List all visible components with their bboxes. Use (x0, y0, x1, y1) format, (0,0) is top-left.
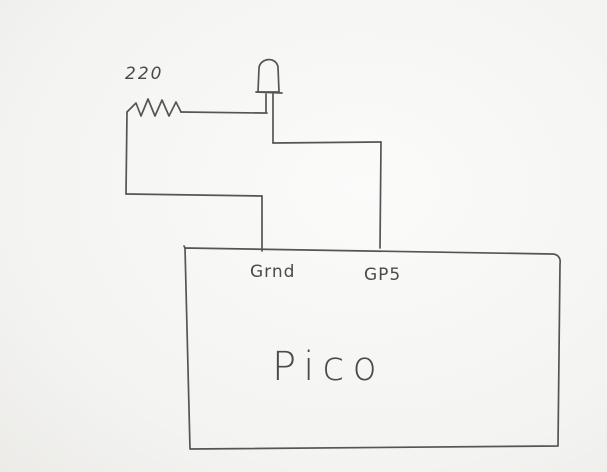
led-icon (255, 58, 283, 144)
pico-board (183, 245, 562, 450)
ground-pin-label: Grnd (250, 262, 295, 282)
board-label: Pico (272, 344, 385, 390)
wire-gpio-drop (379, 141, 382, 249)
gpio-pin-label: GP5 (364, 265, 401, 285)
resistor-value-label: 220 (125, 64, 163, 84)
wire-resistor-to-led (180, 111, 268, 114)
wire-resistor-left (125, 111, 128, 195)
wire-led-to-gpio (272, 141, 382, 144)
wire-to-ground (125, 193, 263, 197)
resistor-zigzag-icon (126, 98, 182, 117)
